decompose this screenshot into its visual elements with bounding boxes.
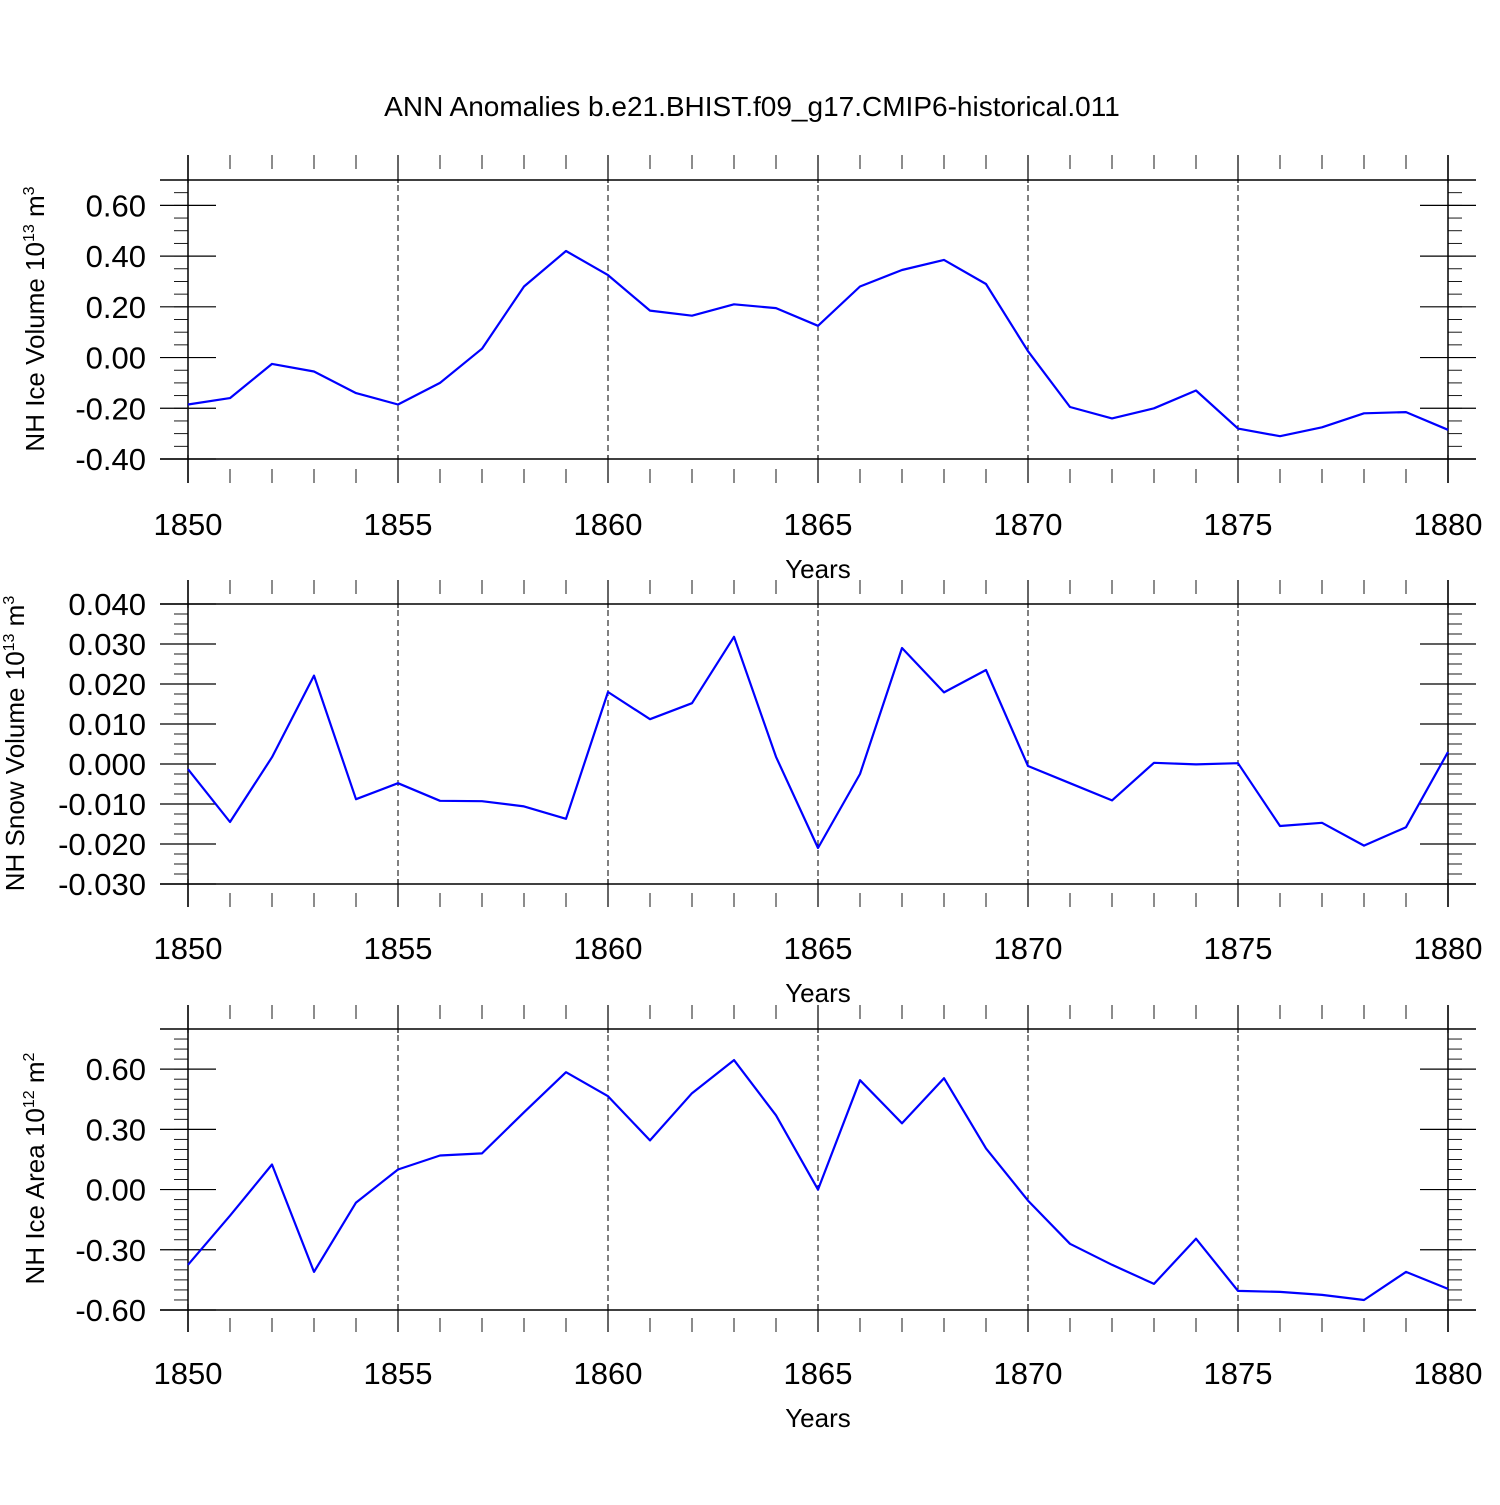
x-tick-label: 1855 <box>364 931 433 966</box>
x-tick-label: 1875 <box>1204 931 1273 966</box>
y-axis-title: NH Ice Volume 1013 m3 <box>20 186 50 451</box>
x-tick-label: 1855 <box>364 1356 433 1391</box>
x-tick-label: 1865 <box>784 507 853 542</box>
x-tick-label: 1870 <box>994 1356 1063 1391</box>
x-tick-label: 1865 <box>784 1356 853 1391</box>
y-axis-title: NH Ice Area 1012 m2 <box>20 1052 50 1284</box>
y-tick-label: -0.020 <box>58 827 146 862</box>
x-tick-label: 1875 <box>1204 1356 1273 1391</box>
x-axis-title: Years <box>785 1403 851 1433</box>
y-tick-label: -0.030 <box>58 867 146 902</box>
x-tick-label: 1870 <box>994 507 1063 542</box>
chart-panel-1: -0.40 -0.20 0.00 0.20 0.40 0.60 1850 1855 1860 18… <box>20 155 1482 584</box>
x-tick-label: 1880 <box>1414 931 1483 966</box>
y-tick-label: 0.20 <box>86 290 146 325</box>
y-tick-label: 0.020 <box>68 667 146 702</box>
y-axis-title: NH Snow Volume 1013 m3 <box>0 596 30 892</box>
x-tick-label: 1850 <box>154 931 223 966</box>
x-tick-label: 1880 <box>1414 507 1483 542</box>
series-line <box>187 635 1449 850</box>
x-tick-label: 1880 <box>1414 1356 1483 1391</box>
x-tick-label: 1875 <box>1204 507 1273 542</box>
y-tick-label: 0.030 <box>68 627 146 662</box>
y-tick-label: 0.60 <box>86 1052 146 1087</box>
y-tick-label: -0.40 <box>75 442 146 477</box>
y-tick-label: 0.010 <box>68 707 146 742</box>
y-tick-label: 0.00 <box>86 341 146 376</box>
y-tick-label: 0.000 <box>68 747 146 782</box>
x-tick-label: 1870 <box>994 931 1063 966</box>
chart-title: ANN Anomalies b.e21.BHIST.f09_g17.CMIP6-… <box>384 91 1120 122</box>
x-tick-label: 1860 <box>574 1356 643 1391</box>
x-tick-label: 1850 <box>154 507 223 542</box>
y-tick-label: -0.010 <box>58 787 146 822</box>
x-tick-label: 1860 <box>574 507 643 542</box>
x-tick-label: 1860 <box>574 931 643 966</box>
y-tick-label: 0.040 <box>68 587 146 622</box>
x-tick-label: 1850 <box>154 1356 223 1391</box>
y-tick-label: 0.40 <box>86 239 146 274</box>
chart-panel-3: -0.60 -0.30 0.00 0.30 0.60 1850 1855 1860 1865 18… <box>20 1005 1482 1433</box>
y-tick-label: -0.20 <box>75 391 146 426</box>
y-tick-label: 0.00 <box>86 1173 146 1208</box>
y-tick-label: -0.60 <box>75 1293 146 1328</box>
x-axis-title: Years <box>785 554 851 584</box>
x-tick-label: 1865 <box>784 931 853 966</box>
chart-panel-2: -0.030 -0.020 -0.010 0.000 0.010 0.020 0.030 0.… <box>0 580 1482 1008</box>
series-line <box>187 1058 1449 1302</box>
x-tick-label: 1855 <box>364 507 433 542</box>
y-tick-label: 0.30 <box>86 1112 146 1147</box>
series-line <box>187 249 1449 438</box>
x-axis-title: Years <box>785 978 851 1008</box>
y-tick-label: -0.30 <box>75 1233 146 1268</box>
y-tick-label: 0.60 <box>86 188 146 223</box>
